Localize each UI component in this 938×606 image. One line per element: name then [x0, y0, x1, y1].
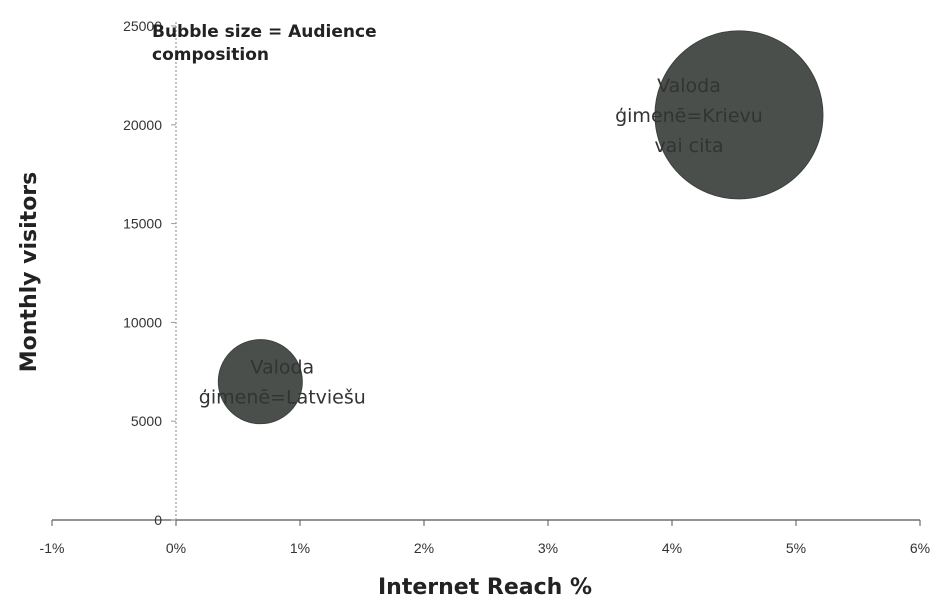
y-tick-label: 10000 [123, 314, 162, 330]
bubble-label-1: Valoda ģimenē=Latviešu [199, 357, 366, 409]
x-tick-label: 2% [414, 540, 434, 556]
x-tick-label: 0% [166, 540, 186, 556]
bubble-1 [217, 339, 303, 425]
bubble-labels: Valoda ģimenē=Latviešu Valoda ģimenē=Krievu… [199, 75, 763, 409]
y-tick-label: 15000 [123, 216, 162, 232]
x-tick-label: 1% [290, 540, 310, 556]
y-tick-labels: 0 5000 10000 15000 20000 25000 [123, 18, 162, 528]
x-tick-label: 5% [786, 540, 806, 556]
y-tick-label: 0 [154, 512, 162, 528]
bubble-2 [654, 30, 824, 200]
bubble-label-2: Valoda ģimenē=Krievu vai cita [615, 75, 763, 157]
x-tick-label: 4% [662, 540, 682, 556]
x-axis-title: Internet Reach % [378, 575, 592, 600]
y-tick-label: 25000 [123, 18, 162, 34]
bubble-layer [217, 30, 824, 425]
chart-annotation: Bubble size = Audience composition [152, 22, 383, 65]
y-tick-label: 20000 [123, 117, 162, 133]
y-tick-label: 5000 [131, 413, 162, 429]
x-tick-label: -1% [40, 540, 65, 556]
x-tick-label: 3% [538, 540, 558, 556]
x-tick-labels: -1% 0% 1% 2% 3% 4% 5% 6% [40, 540, 931, 556]
axis-lines [51, 20, 921, 526]
x-tick-label: 6% [910, 540, 930, 556]
y-axis-title: Monthly visitors [17, 172, 42, 372]
